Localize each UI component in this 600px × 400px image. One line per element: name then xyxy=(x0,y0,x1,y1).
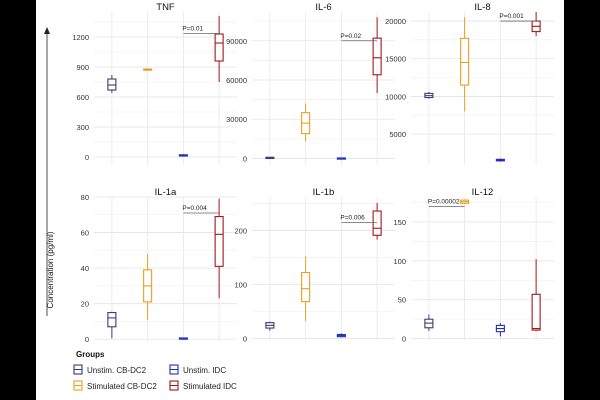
box-mark xyxy=(143,68,153,71)
y-tick-label: 200 xyxy=(234,226,247,235)
y-axis-arrow-head xyxy=(44,27,50,34)
p-value-label: P=0.02 xyxy=(340,33,361,40)
legend-label: Unstim. CB-DC2 xyxy=(87,366,147,375)
legend-item: Unstim. CB-DC2 xyxy=(73,364,147,375)
plot-background xyxy=(252,197,395,341)
box-mark xyxy=(107,311,117,339)
box-iqr xyxy=(214,33,224,62)
box-mark xyxy=(424,91,434,99)
p-value-label: P=0.001 xyxy=(499,13,524,20)
panel-title: IL-8 xyxy=(474,2,490,13)
y-axis-label: Concentration (pg/ml) xyxy=(46,231,55,308)
y-tick-label: 20000 xyxy=(385,17,406,26)
box-mark xyxy=(265,156,275,160)
legend-item: Unstim. IDC xyxy=(169,364,226,375)
y-tick-label: 100 xyxy=(393,257,406,266)
y-tick-label: 600 xyxy=(76,93,89,102)
box-iqr xyxy=(214,216,224,267)
chart-panel: 0 300 600 900 1200 TNF P=0.01 xyxy=(72,2,237,165)
plot-background xyxy=(411,12,554,165)
y-tick-label: 15000 xyxy=(385,55,406,64)
box-mark xyxy=(178,337,188,340)
box-mark xyxy=(424,314,434,331)
p-value-label: P=0.004 xyxy=(182,205,207,212)
chart-panel: 5000 10000 15000 20000 IL-8 P=0.001 xyxy=(385,2,554,165)
box-mark xyxy=(460,199,470,205)
y-tick-label: 30000 xyxy=(226,115,247,124)
box-mark xyxy=(214,198,224,299)
box-mark xyxy=(336,157,346,160)
legend-item: Stimulated IDC xyxy=(169,380,237,391)
box-mark xyxy=(372,202,382,240)
panel-title: IL-1a xyxy=(155,187,177,198)
plot-background xyxy=(252,12,395,165)
chart-panel: 0 20 40 60 80 IL-1a P=0.004 xyxy=(81,187,237,344)
y-tick-label: 1200 xyxy=(72,33,89,42)
legend-label: Unstim. IDC xyxy=(183,366,226,375)
y-tick-label: 900 xyxy=(76,63,89,72)
box-mark xyxy=(143,253,153,320)
y-tick-label: 100 xyxy=(234,280,247,289)
box-iqr xyxy=(301,271,311,303)
box-mark xyxy=(460,17,470,112)
legend-title: Groups xyxy=(76,350,105,359)
box-iqr xyxy=(531,293,541,331)
box-iqr xyxy=(372,37,382,76)
box-mark xyxy=(495,323,505,337)
panel-title: IL-12 xyxy=(472,187,494,198)
figure-canvas: 03006009001200TNFP=0.010300006000090000I… xyxy=(44,2,554,391)
legend: Groups Unstim. CB-DC2 Stimulated CB-DC2 Uns… xyxy=(73,350,237,391)
y-tick-label: 0 xyxy=(85,153,89,162)
legend-item: Stimulated CB-DC2 xyxy=(73,380,157,391)
y-tick-label: 20 xyxy=(81,300,89,309)
plot-background xyxy=(94,12,237,165)
chart-panel: 0 50 100 150 IL-12 P=0.00002 xyxy=(393,187,554,344)
legend-label: Stimulated IDC xyxy=(183,382,237,391)
y-tick-label: 50 xyxy=(398,296,406,305)
box-iqr xyxy=(460,37,470,86)
box-mark xyxy=(301,256,311,322)
legend-label: Stimulated CB-DC2 xyxy=(87,382,157,391)
y-tick-label: 60 xyxy=(81,229,89,238)
y-tick-label: 10000 xyxy=(385,92,406,101)
y-tick-label: 60000 xyxy=(226,76,247,85)
chart-panel: 0 100 200 IL-1b P=0.006 xyxy=(234,187,395,343)
box-iqr xyxy=(372,210,382,236)
y-tick-label: 0 xyxy=(243,154,247,163)
p-value-label: P=0.00002 xyxy=(428,198,460,205)
y-tick-label: 0 xyxy=(85,335,89,344)
y-tick-label: 0 xyxy=(402,335,406,344)
plot-background xyxy=(411,197,554,341)
box-mark xyxy=(531,259,541,331)
y-tick-label: 300 xyxy=(76,123,89,132)
box-mark xyxy=(107,75,117,93)
box-mark xyxy=(372,17,382,94)
box-iqr xyxy=(107,312,117,328)
box-mark xyxy=(265,321,275,331)
box-mark xyxy=(495,158,505,162)
p-value-label: P=0.01 xyxy=(182,26,203,33)
box-mark xyxy=(214,16,224,82)
figure-panel: 0 300 600 900 1200 TNF P=0.01 0 30000 60000 90000 I… xyxy=(36,0,564,400)
panel-title: IL-1b xyxy=(313,187,335,198)
plot-background xyxy=(94,197,237,341)
y-tick-label: 90000 xyxy=(226,37,247,46)
chart-panel: 0 30000 60000 90000 IL-6 P=0.02 xyxy=(226,2,395,165)
y-tick-label: 40 xyxy=(81,264,89,273)
box-mark xyxy=(178,154,188,157)
box-mark xyxy=(301,103,311,142)
p-value-label: P=0.006 xyxy=(340,214,365,221)
y-tick-label: 150 xyxy=(393,218,406,227)
panel-title: IL-6 xyxy=(315,2,331,13)
y-tick-label: 0 xyxy=(243,334,247,343)
y-tick-label: 80 xyxy=(81,193,89,202)
box-mark xyxy=(336,333,346,338)
panel-title: TNF xyxy=(156,2,175,13)
y-tick-label: 5000 xyxy=(389,130,406,139)
